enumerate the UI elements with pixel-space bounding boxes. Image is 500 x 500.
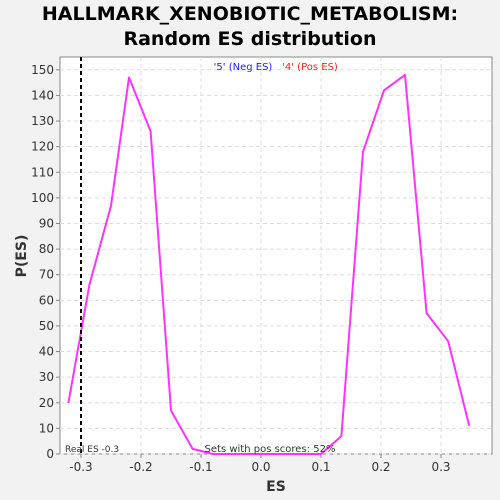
x-tick-label: 0.3 — [431, 460, 450, 474]
legend-pos-es: '4' (Pos ES) — [282, 62, 338, 73]
y-tick-label: 60 — [39, 293, 54, 307]
x-axis-label: ES — [266, 479, 286, 495]
y-tick-label: 70 — [39, 268, 54, 282]
chart-title: HALLMARK_XENOBIOTIC_METABOLISM: Random E… — [0, 2, 500, 52]
legend-neg-es: '5' (Neg ES) — [214, 62, 273, 73]
y-tick-label: 10 — [39, 421, 54, 435]
axes: 0 10 20 30 40 50 60 70 80 90 100 110 120 130 140 150 -0.… — [31, 63, 450, 474]
y-tick-label: 130 — [31, 114, 54, 128]
x-tick-label: 0.2 — [371, 460, 390, 474]
y-tick-label: 90 — [39, 216, 54, 230]
overlay: Real ES -0.3 '5' (Neg ES) '4' (Pos ES) Sets… — [65, 57, 338, 455]
x-tick-label: -0.3 — [69, 460, 92, 474]
x-tick-label: 0.1 — [311, 460, 330, 474]
plot-area — [59, 56, 493, 455]
y-tick-label: 110 — [31, 165, 54, 179]
real-es-label: Real ES -0.3 — [65, 445, 119, 455]
series-group — [67, 73, 471, 455]
y-tick-label: 0 — [46, 447, 54, 461]
y-tick-label: 100 — [31, 191, 54, 205]
grid — [60, 57, 492, 455]
y-tick-label: 140 — [31, 88, 54, 102]
y-tick-label: 30 — [39, 370, 54, 384]
pos-scores-annotation: Sets with pos scores: 52% — [205, 444, 336, 455]
y-tick-label: 120 — [31, 140, 54, 154]
chart-title-line-2: Random ES distribution — [123, 28, 377, 50]
y-tick-label: 150 — [31, 63, 54, 77]
x-tick-label: 0.0 — [251, 460, 270, 474]
y-tick-label: 20 — [39, 396, 54, 410]
x-tick-label: -0.1 — [189, 460, 212, 474]
y-tick-label: 50 — [39, 319, 54, 333]
y-axis-label: P(ES) — [14, 235, 30, 278]
y-tick-label: 80 — [39, 242, 54, 256]
chart-title-line-1: HALLMARK_XENOBIOTIC_METABOLISM: — [41, 3, 459, 25]
y-tick-label: 40 — [39, 345, 54, 359]
es-distribution-line — [67, 73, 471, 455]
x-tick-label: -0.2 — [129, 460, 152, 474]
